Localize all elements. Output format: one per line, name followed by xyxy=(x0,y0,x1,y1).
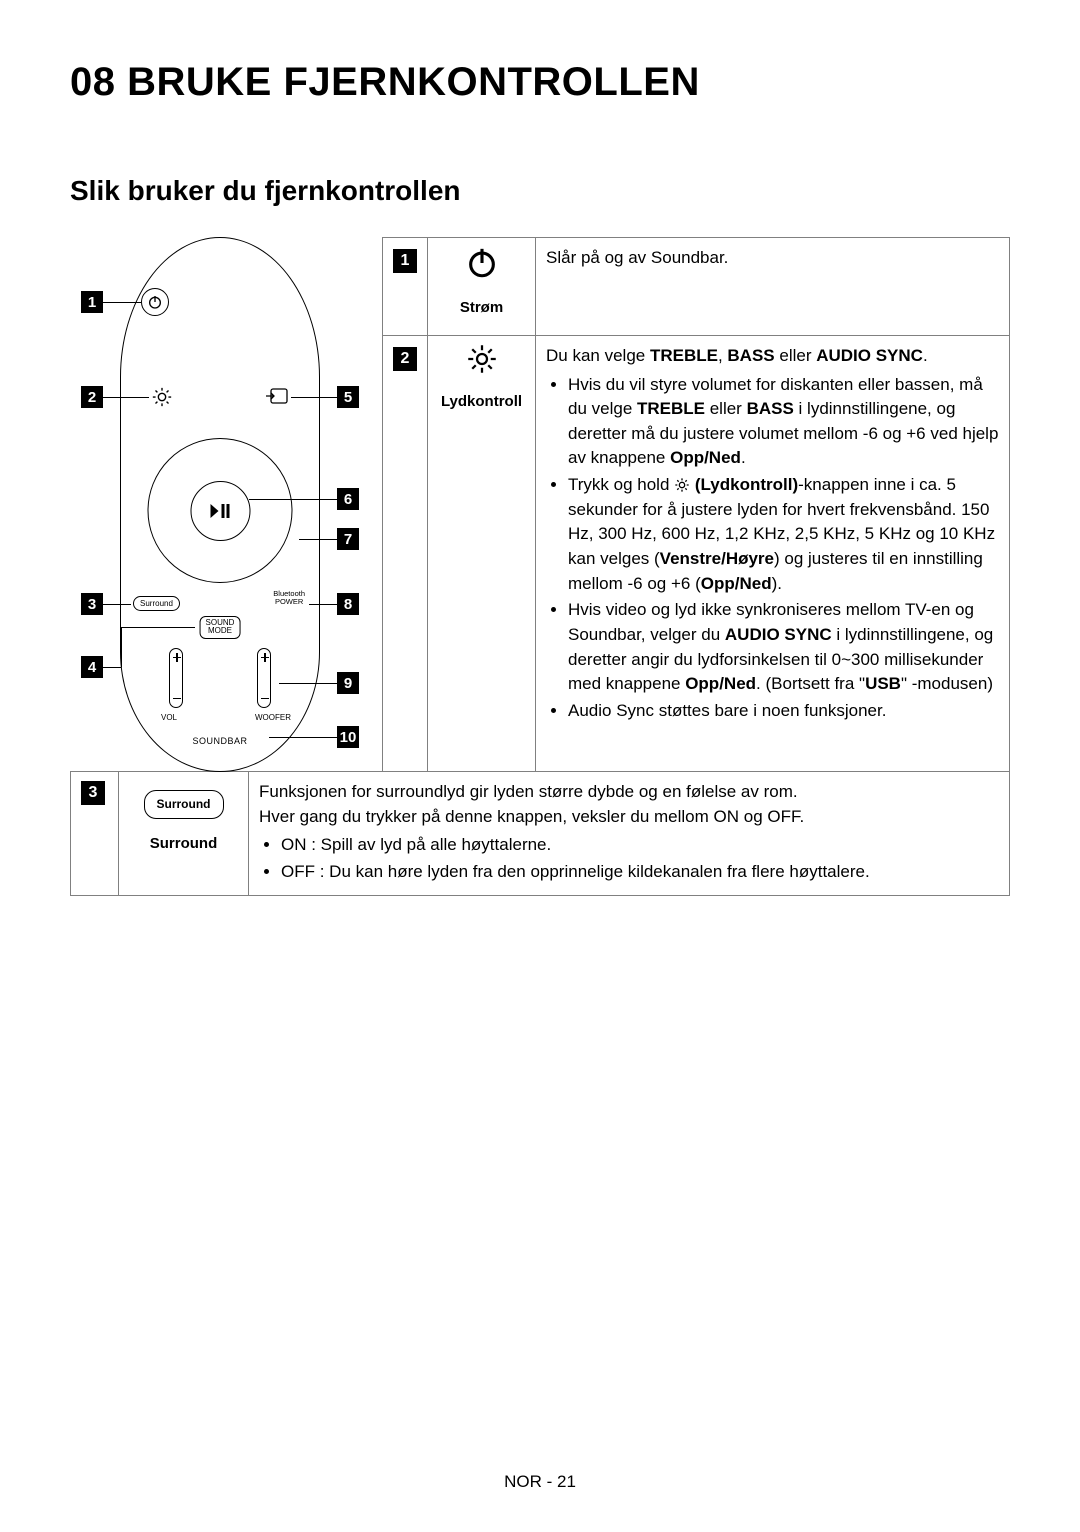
list-item: Hvis video og lyd ikke synkroniseres mel… xyxy=(568,598,999,697)
list-item: Audio Sync støttes bare i noen funksjone… xyxy=(568,699,999,724)
surround-pill: Surround xyxy=(144,790,224,819)
list-item: Trykk og hold (Lydkontroll)-knappen inne… xyxy=(568,473,999,596)
remote-brand: SOUNDBAR xyxy=(192,736,247,746)
row-icon-cell: Strøm xyxy=(428,238,536,336)
callout-4: 4 xyxy=(81,656,103,678)
list-item: ON : Spill av lyd på alle høyttalerne. xyxy=(281,833,999,858)
row-icon-cell: Lydkontroll xyxy=(428,335,536,771)
gear-icon xyxy=(151,386,173,408)
gear-icon xyxy=(467,344,497,374)
description-table: 1 Strøm Slår på og av Soundbar. 2 Lydkon… xyxy=(382,237,1010,772)
description-table-row3: 3 Surround Surround Funksjonen for surro… xyxy=(70,771,1010,896)
row-description: Slår på og av Soundbar. xyxy=(536,238,1010,336)
row-description: Du kan velge TREBLE, BASS eller AUDIO SY… xyxy=(536,335,1010,771)
volume-rocker xyxy=(169,648,183,708)
row-label: Strøm xyxy=(438,297,525,319)
remote-body: Surround Bluetooth POWER SOUND MODE VOL … xyxy=(120,237,320,772)
callout-5: 5 xyxy=(337,386,359,408)
remote-woofer-label: WOOFER xyxy=(255,713,291,722)
row-number: 3 xyxy=(81,781,105,805)
callout-7: 7 xyxy=(337,528,359,550)
table-row: 3 Surround Surround Funksjonen for surro… xyxy=(71,772,1010,896)
table-row: 2 Lydkontroll Du kan velge TREBLE, BASS … xyxy=(383,335,1010,771)
row-description: Funksjonen for surroundlyd gir lyden stø… xyxy=(249,772,1010,896)
row-number: 1 xyxy=(393,249,417,273)
callout-9: 9 xyxy=(337,672,359,694)
remote-diagram: Surround Bluetooth POWER SOUND MODE VOL … xyxy=(70,237,370,772)
woofer-rocker xyxy=(257,648,271,708)
callout-3: 3 xyxy=(81,593,103,615)
list-item: Hvis du vil styre volumet for diskanten … xyxy=(568,373,999,472)
section-title: Slik bruker du fjernkontrollen xyxy=(70,175,1010,207)
row-icon-cell: Surround Surround xyxy=(119,772,249,896)
table-row: 1 Strøm Slår på og av Soundbar. xyxy=(383,238,1010,336)
list-item: OFF : Du kan høre lyden fra den opprinne… xyxy=(281,860,999,885)
power-icon xyxy=(465,246,499,280)
callout-10: 10 xyxy=(337,726,359,748)
row-label: Surround xyxy=(129,833,238,855)
remote-bluetooth-label: Bluetooth POWER xyxy=(273,590,305,607)
power-icon xyxy=(141,288,169,316)
dpad xyxy=(148,438,293,583)
chapter-title: 08 BRUKE FJERNKONTROLLEN xyxy=(70,60,1010,105)
callout-6: 6 xyxy=(337,488,359,510)
callout-8: 8 xyxy=(337,593,359,615)
remote-vol-label: VOL xyxy=(161,713,177,722)
callout-1: 1 xyxy=(81,291,103,313)
source-icon xyxy=(265,386,289,406)
gear-icon xyxy=(674,477,690,493)
page-number: NOR - 21 xyxy=(504,1472,576,1492)
chapter-number: 08 xyxy=(70,60,116,104)
remote-soundmode-label: SOUND MODE xyxy=(200,616,241,639)
row-number: 2 xyxy=(393,347,417,371)
remote-surround-label: Surround xyxy=(133,596,180,611)
main-layout: Surround Bluetooth POWER SOUND MODE VOL … xyxy=(70,237,1010,772)
row-label: Lydkontroll xyxy=(438,391,525,413)
callout-2: 2 xyxy=(81,386,103,408)
play-pause-icon xyxy=(190,481,250,541)
chapter-name: BRUKE FJERNKONTROLLEN xyxy=(127,60,700,104)
